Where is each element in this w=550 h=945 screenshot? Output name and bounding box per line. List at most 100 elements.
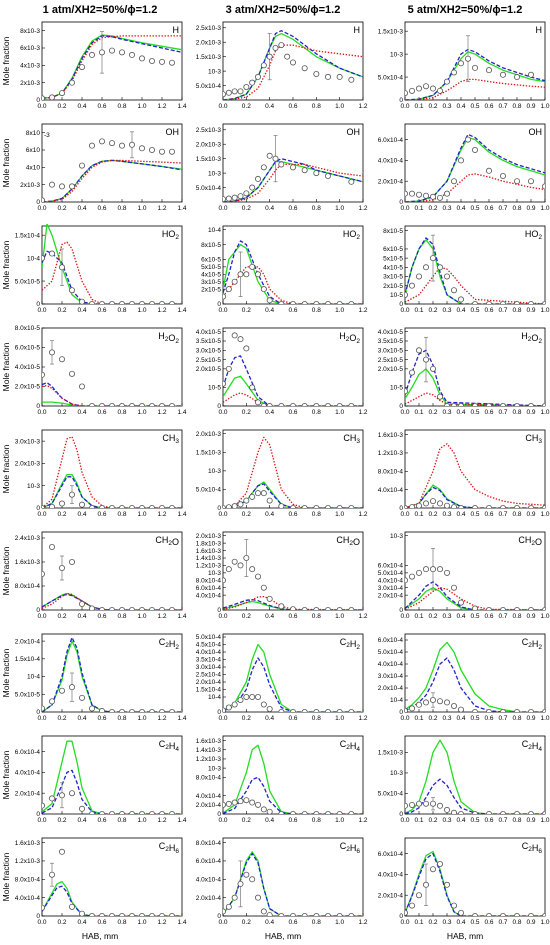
series-line-model_blue — [42, 769, 182, 814]
data-point — [149, 913, 155, 916]
x-tick-label: 0.9 — [526, 919, 535, 926]
series-line-model_blue — [42, 636, 182, 712]
data-point — [237, 193, 244, 200]
data-point — [119, 913, 125, 916]
series-line-model_green — [223, 643, 363, 712]
y-tick-label: 2.0x10-3 — [15, 461, 41, 468]
x-tick-label: 0.0 — [37, 817, 46, 824]
x-tick-label: 0.2 — [428, 919, 437, 926]
species-label: CH2O — [518, 535, 542, 547]
data-point — [436, 264, 443, 271]
data-point — [169, 403, 175, 406]
panel-CH3-1: 0.0 0.2 0.4 0.6 0.8 1.0 1.2 0 5.0x10-4 10-3 1.5x10… — [196, 429, 368, 518]
x-tick-label: 0.0 — [218, 307, 227, 314]
y-tick-label: 10-3 — [390, 51, 403, 58]
data-point — [260, 164, 267, 171]
data-point — [243, 694, 250, 701]
x-tick-label: 1.0 — [540, 511, 549, 518]
x-tick-label: 0.8 — [512, 103, 521, 110]
data-point — [260, 286, 267, 293]
data-point — [348, 607, 355, 610]
x-tick-label: 0.6 — [97, 307, 106, 314]
x-tick-label: 0.3 — [442, 919, 451, 926]
data-point — [422, 356, 429, 363]
x-tick-label: 0.4 — [456, 103, 465, 110]
panel-C2H4-0: 0.0 0.2 0.4 0.6 0.8 1.0 1.2 1.4 0 2.0x10-4 4.0x10-… — [1, 735, 187, 824]
x-tick-label: 0.6 — [484, 103, 493, 110]
series-line-model_blue — [223, 776, 363, 814]
series-line-model_green — [223, 243, 363, 304]
series-line-model_green — [223, 851, 363, 916]
data-point — [301, 65, 308, 72]
data-point — [272, 155, 279, 162]
data-point — [249, 566, 256, 573]
y-tick-label: 4x10 — [26, 165, 40, 172]
data-point — [405, 577, 408, 584]
data-point — [301, 167, 308, 174]
series-line-model_red — [405, 443, 545, 508]
y-tick-label: 10-5 — [208, 385, 221, 392]
x-tick-label: 1.2 — [358, 511, 367, 518]
y-tick-label: 0 — [36, 913, 40, 920]
data-point — [301, 301, 308, 304]
data-point — [457, 296, 464, 303]
species-label: C2H6 — [522, 841, 543, 855]
data-point — [69, 287, 76, 294]
data-point — [119, 607, 125, 610]
data-point — [514, 607, 520, 610]
data-point — [415, 191, 422, 198]
data-point — [89, 51, 96, 58]
x-tick-label: 0.7 — [498, 205, 507, 212]
data-point — [313, 505, 320, 508]
data-point — [443, 806, 450, 813]
data-point — [278, 603, 285, 610]
series-line-model_green — [405, 368, 545, 406]
x-tick-label: 0.6 — [288, 511, 297, 518]
data-point — [422, 881, 429, 888]
plot-area — [223, 436, 363, 508]
data-point — [405, 505, 408, 508]
data-point — [429, 85, 436, 92]
x-tick-label: 0.7 — [498, 103, 507, 110]
data-point — [128, 141, 135, 148]
x-tick-label: 0.2 — [428, 103, 437, 110]
x-tick-label: 1.2 — [157, 103, 166, 110]
data-point — [266, 497, 273, 504]
x-tick-label: 0.2 — [57, 715, 66, 722]
y-tick-label: 3.5x10-5 — [378, 338, 404, 345]
data-point — [408, 282, 415, 289]
x-tick-label: 0.8 — [312, 409, 321, 416]
x-tick-label: 0.2 — [242, 613, 251, 620]
data-point — [405, 190, 408, 197]
panel-H2O2-1: 0.0 0.2 0.4 0.6 0.8 1.0 1.2 0 10-5 2.0x10-5 2.5x10… — [196, 327, 368, 416]
series-line-model_green — [223, 744, 363, 814]
y-tick-label: 1.5x10-3 — [196, 449, 222, 456]
data-point — [254, 399, 261, 406]
series-line-model_blue — [223, 852, 363, 916]
data-point — [79, 501, 86, 508]
data-point — [254, 271, 261, 278]
data-point — [278, 709, 285, 712]
y-tick-label: 1.8x10-3 — [196, 540, 222, 547]
x-tick-label: 0.6 — [288, 103, 297, 110]
x-tick-label: 1.2 — [358, 919, 367, 926]
y-tick-label: 2.0x10-3 — [196, 39, 222, 46]
data-point — [231, 558, 238, 565]
data-point — [542, 811, 545, 814]
y-tick-label: 1.2x10-3 — [196, 756, 222, 763]
data-point — [243, 797, 250, 804]
species-label: HO2 — [525, 229, 543, 241]
y-tick-label: 6.0x10-5 — [15, 345, 41, 352]
x-tick-label: 0.4 — [265, 103, 274, 110]
y-tick-label: 10-5 — [390, 292, 403, 299]
x-tick-label: 0.1 — [414, 409, 423, 416]
y-tick-label: 0 — [36, 505, 40, 512]
species-label: C2H4 — [522, 739, 543, 753]
y-tick-label: 0 — [399, 607, 403, 614]
series-line-model_red — [405, 392, 545, 406]
x-tick-label: 0.2 — [428, 715, 437, 722]
data-point — [129, 403, 135, 406]
x-tick-label: 0.0 — [218, 919, 227, 926]
data-point — [149, 301, 155, 304]
y-tick-label: 2.0x10-3 — [196, 431, 222, 438]
